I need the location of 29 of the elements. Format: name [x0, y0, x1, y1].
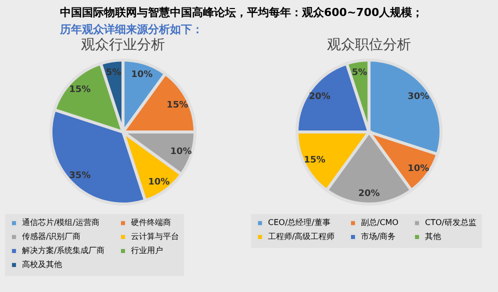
legend-label: 其他 — [425, 232, 441, 241]
data-label: 10% — [408, 164, 430, 174]
legend-label: CTO/研发总监 — [425, 218, 476, 228]
legend-label: 通信芯片/模组/运营商 — [22, 218, 100, 228]
legend-label: 高校及其他 — [22, 260, 62, 269]
legend-label: 传感器/识别厂商 — [22, 232, 81, 241]
legend-label: CEO/总经理/董事 — [268, 218, 330, 228]
data-label: 35% — [69, 171, 91, 182]
legend-label: 硬件终端商 — [131, 218, 171, 228]
data-label: 10% — [148, 177, 170, 188]
data-label: 15% — [304, 156, 326, 166]
text: 历年观众详细来源分析如下： — [60, 22, 204, 38]
legend-label: 市场/商务 — [361, 232, 396, 241]
legend-label: 云计算与平台 — [131, 232, 179, 241]
data-label: 5% — [106, 68, 122, 78]
data-label: 15% — [166, 100, 188, 110]
text: 中国国际物联网与智慧中国高峰论坛，平均每年：观众600~700人规模； — [60, 5, 424, 21]
data-label: 30% — [408, 92, 430, 102]
data-label: 10% — [131, 70, 153, 80]
legend-label: 行业用户 — [131, 246, 163, 255]
legend-label: 工程师/高级工程师 — [268, 232, 335, 241]
legend-label: 解决方案/系统集成厂商 — [22, 246, 105, 255]
data-label: 5% — [352, 68, 368, 78]
legend-label: 副总/CMO — [361, 218, 398, 228]
data-label: 10% — [170, 146, 192, 157]
data-label: 15% — [69, 84, 91, 95]
data-label: 20% — [358, 189, 380, 199]
chart-title: 观众职位分析 — [327, 37, 411, 53]
data-label: 20% — [308, 92, 330, 102]
